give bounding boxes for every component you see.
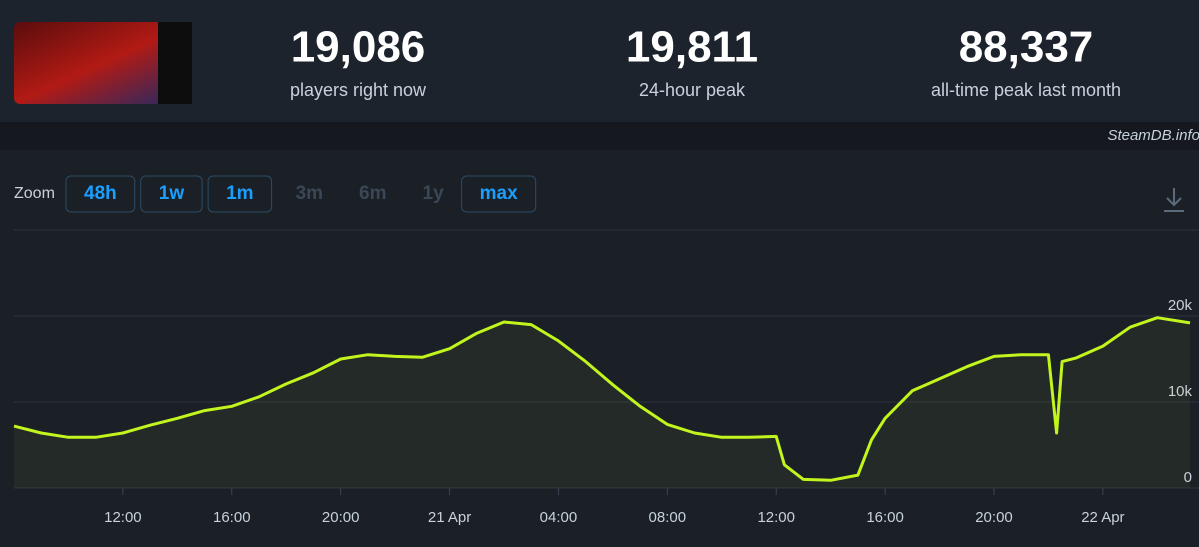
watermark: SteamDB.info [1107,127,1199,144]
x-tick-label: 16:00 [213,509,251,526]
zoom-button-border[interactable] [207,175,273,213]
stat-value: 19,811 [626,23,758,72]
zoom-button-border[interactable] [65,175,136,213]
header-bar [0,0,1199,122]
download-icon [1164,188,1184,212]
line [13,316,1191,482]
zoom-button: 6m [359,183,386,204]
stat-label: 24-hour peak [639,80,746,100]
zoom-button[interactable]: 1w [140,175,203,213]
x-tick-label: 12:00 [757,509,795,526]
game-image [14,22,192,104]
watermark-bar [0,122,1199,150]
zoom-button[interactable]: max [461,175,537,213]
zoom-button-border[interactable] [140,175,203,213]
stat-value: 19,086 [291,23,426,72]
x-tick-label: 20:00 [975,509,1013,526]
zoom-button[interactable]: 48h [65,175,136,213]
x-tick-label: 04:00 [540,509,578,526]
x-tick-label: 22 Apr [1081,509,1124,526]
x-tick-label: 21 Apr [428,509,471,526]
zoom-button[interactable]: 1m [207,175,273,213]
zoom-button-label: 6m [359,183,386,204]
stat-value: 88,337 [959,23,1094,72]
zoom-button-label[interactable]: 48h [84,183,117,204]
zoom-button-label: 1y [423,183,445,204]
area [14,317,1190,488]
y-tick-label: 20k [1168,297,1193,314]
zoom-button: 1y [423,183,445,204]
zoom-buttons: 48h 1w 1m 3m 6m 1y max [65,175,537,213]
y-tick-label: 10k [1168,383,1193,400]
zoom-button: 3m [296,183,323,204]
x-tick-label: 12:00 [104,509,142,526]
zoom-button-label[interactable]: 1w [159,183,185,204]
x-tick-label: 20:00 [322,509,360,526]
stat-label: players right now [290,80,427,100]
zoom-button-border[interactable] [461,175,537,213]
zoom-button-label[interactable]: max [480,183,518,204]
x-tick-label: 16:00 [866,509,904,526]
game-image-logo [158,22,192,104]
stat-label: all-time peak last month [931,80,1121,100]
zoom-button-label: 3m [296,183,323,204]
zoom-button-label[interactable]: 1m [226,183,253,204]
x-tick-label: 08:00 [649,509,687,526]
zoom-label: Zoom [14,185,55,202]
chart: 0 10k 20k 12:00 16:00 20:00 21 Apr 04:00 08:00 12… [13,297,1199,526]
y-tick-label: 0 [1184,469,1192,486]
